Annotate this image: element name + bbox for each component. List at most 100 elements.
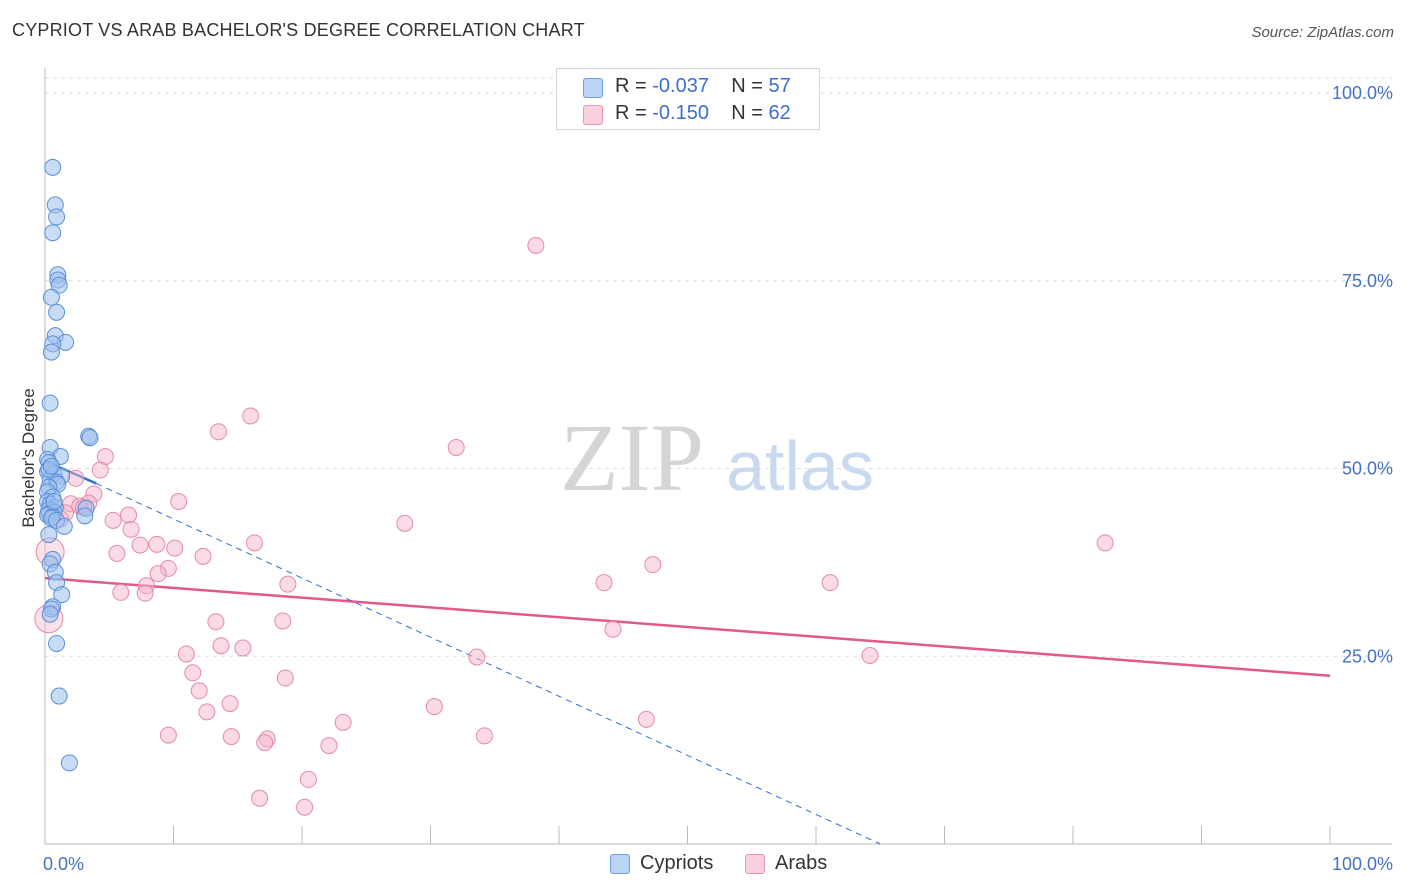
arab-point	[198, 703, 216, 721]
cypriot-point	[41, 394, 59, 412]
x-tick-label-max: 100.0%	[1332, 854, 1393, 874]
arab-point	[234, 639, 252, 657]
cypriots-swatch-icon	[610, 854, 630, 874]
cypriot-point	[41, 605, 59, 623]
arab-point	[221, 695, 239, 713]
watermark-atlas: atlas	[726, 427, 874, 505]
cypriot-point	[42, 457, 60, 475]
tick-labels: 25.0% 50.0% 75.0% 100.0% 0.0% 100.0%	[43, 83, 1393, 874]
arab-point	[177, 645, 195, 663]
cypriot-point	[48, 634, 66, 652]
arab-point	[637, 710, 655, 728]
cypriot-point	[53, 586, 71, 604]
x-tick-label-min: 0.0%	[43, 854, 84, 874]
arab-point	[396, 514, 414, 532]
cypriot-point	[50, 687, 68, 705]
arab-point	[209, 423, 227, 441]
cypriot-point	[44, 224, 62, 242]
legend-n-label: N =	[731, 75, 763, 97]
legend-r-value-arabs: -0.150	[652, 102, 709, 124]
arab-point	[251, 789, 269, 807]
arabs-label: Arabs	[775, 852, 828, 874]
legend-r-label: R =	[615, 75, 647, 97]
arab-point	[194, 547, 212, 565]
cypriot-point	[45, 493, 63, 511]
y-tick-label-100: 100.0%	[1332, 83, 1393, 103]
y-tick-label-75: 75.0%	[1342, 271, 1393, 291]
arab-point	[120, 506, 138, 524]
arab-point	[468, 648, 486, 666]
arab-point	[475, 727, 493, 745]
cypriots-label: Cypriots	[640, 852, 714, 874]
arab-point	[159, 726, 177, 744]
legend-swatch-arabs	[583, 105, 603, 125]
legend-swatch-cypriots	[583, 78, 603, 98]
arab-point	[190, 682, 208, 700]
arab-point	[256, 734, 274, 752]
arab-point	[296, 798, 314, 816]
cypriot-point	[40, 526, 58, 544]
arab-point	[447, 438, 465, 456]
cypriot-point	[42, 288, 60, 306]
arab-point	[166, 539, 184, 557]
legend-n-label: N =	[731, 102, 763, 124]
y-tick-label-50: 50.0%	[1342, 459, 1393, 479]
cypriot-point	[76, 507, 94, 525]
arab-point	[299, 770, 317, 788]
arab-point	[170, 493, 188, 511]
cypriot-point	[48, 208, 66, 226]
source-credit: Source: ZipAtlas.com	[1251, 24, 1394, 41]
cypriot-trend-dashed	[96, 483, 881, 845]
arab-trend-line	[44, 576, 1331, 678]
stats-legend: R = -0.037 N = 57 R = -0.150 N = 62	[556, 68, 820, 130]
y-axis-title: Bachelor's Degree	[19, 388, 38, 527]
arab-point	[104, 511, 122, 529]
gridlines	[45, 77, 1392, 657]
arab-point	[861, 647, 879, 665]
arab-point	[334, 713, 352, 731]
arab-point	[644, 556, 662, 574]
arab-point	[136, 584, 154, 602]
legend-r-value-cypriots: -0.037	[652, 75, 709, 97]
cypriot-point	[55, 517, 73, 535]
cypriot-point	[48, 303, 66, 321]
arab-point	[1096, 534, 1114, 552]
arab-point	[184, 664, 202, 682]
arab-point	[149, 565, 167, 583]
legend-r-label: R =	[615, 102, 647, 124]
arab-point	[320, 737, 338, 755]
arab-point	[222, 728, 240, 746]
chart-title: CYPRIOT VS ARAB BACHELOR'S DEGREE CORREL…	[12, 20, 585, 40]
arab-point	[91, 461, 109, 479]
cypriot-point	[60, 754, 78, 772]
arab-point	[279, 575, 297, 593]
arab-point	[131, 536, 149, 554]
arab-point	[212, 637, 230, 655]
arab-point	[242, 407, 260, 425]
cypriot-point	[44, 158, 62, 176]
arab-point	[112, 583, 130, 601]
arab-point	[207, 613, 225, 631]
data-points	[34, 158, 1114, 816]
arab-point	[108, 544, 126, 562]
arab-point	[425, 698, 443, 716]
axes	[44, 68, 1392, 845]
arab-point	[245, 534, 263, 552]
arab-point	[821, 574, 839, 592]
arab-point	[604, 620, 622, 638]
arab-point	[276, 669, 294, 687]
legend-n-value-cypriots: 57	[768, 75, 791, 97]
arab-point	[274, 612, 292, 630]
legend-n-value-arabs: 62	[768, 102, 791, 124]
arab-point	[122, 520, 140, 538]
cypriot-point	[50, 276, 68, 294]
arabs-swatch-icon	[745, 854, 765, 874]
arab-point	[527, 236, 545, 254]
cypriot-point	[81, 429, 99, 447]
arab-point	[148, 535, 166, 553]
arab-point	[67, 469, 85, 487]
cypriot-point	[42, 343, 60, 361]
y-tick-label-25: 25.0%	[1342, 646, 1393, 666]
watermark: ZIP atlas	[560, 404, 874, 511]
